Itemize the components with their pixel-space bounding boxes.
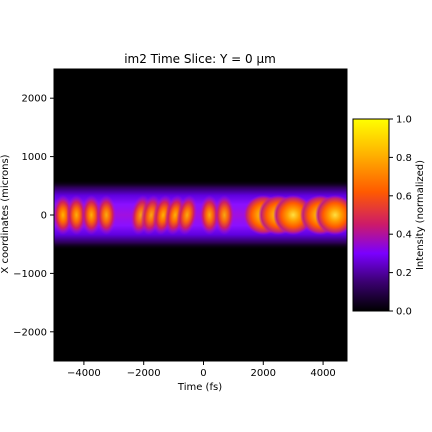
intensity-feature-1 <box>66 195 87 235</box>
intensity-feature-15 <box>315 195 347 235</box>
y-axis-ticks: 2000 1000 0 −1000 −2000 <box>13 94 54 338</box>
intensity-feature-3 <box>96 195 117 235</box>
x-tick-label: 2000 <box>251 368 276 379</box>
intensity-feature-9 <box>199 195 220 235</box>
colorbar: 0.0 0.2 0.4 0.6 0.8 1.0 Intensity (normalized… <box>352 115 426 318</box>
colorbar-tick-label: 0.0 <box>396 307 412 318</box>
colorbar-tick-label: 0.2 <box>396 268 412 279</box>
colorbar-tick-label: 0.6 <box>396 191 412 202</box>
x-tick-label: −2000 <box>127 368 161 379</box>
intensity-feature-8 <box>176 195 198 235</box>
x-tick-label: 0 <box>200 368 206 379</box>
colorbar-label: Intensity (normalized) <box>415 160 426 270</box>
colorbar-tick-label: 0.4 <box>396 230 412 241</box>
colorbar-ticks: 0.0 0.2 0.4 0.6 0.8 1.0 <box>389 115 412 318</box>
intensity-feature-10 <box>214 195 235 235</box>
intensity-features <box>54 195 347 235</box>
y-tick-label: −1000 <box>13 269 47 280</box>
plot-area <box>54 69 347 361</box>
x-axis-label: Time (fs) <box>177 382 222 393</box>
x-tick-label: 4000 <box>310 368 335 379</box>
y-tick-label: 2000 <box>22 94 47 105</box>
chart-title: im2 Time Slice: Y = 0 µm <box>124 52 276 66</box>
y-tick-label: −2000 <box>13 327 47 338</box>
intensity-feature-2 <box>81 195 102 235</box>
y-tick-label: 1000 <box>22 152 47 163</box>
colorbar-tick-label: 1.0 <box>396 115 412 126</box>
x-tick-label: −4000 <box>67 368 101 379</box>
x-axis-ticks: −4000 −2000 0 2000 4000 <box>67 361 336 379</box>
y-tick-label: 0 <box>41 211 47 222</box>
y-axis-label: X coordinates (microns) <box>0 154 11 273</box>
colorbar-gradient <box>352 118 390 312</box>
colorbar-tick-label: 0.8 <box>396 153 412 164</box>
